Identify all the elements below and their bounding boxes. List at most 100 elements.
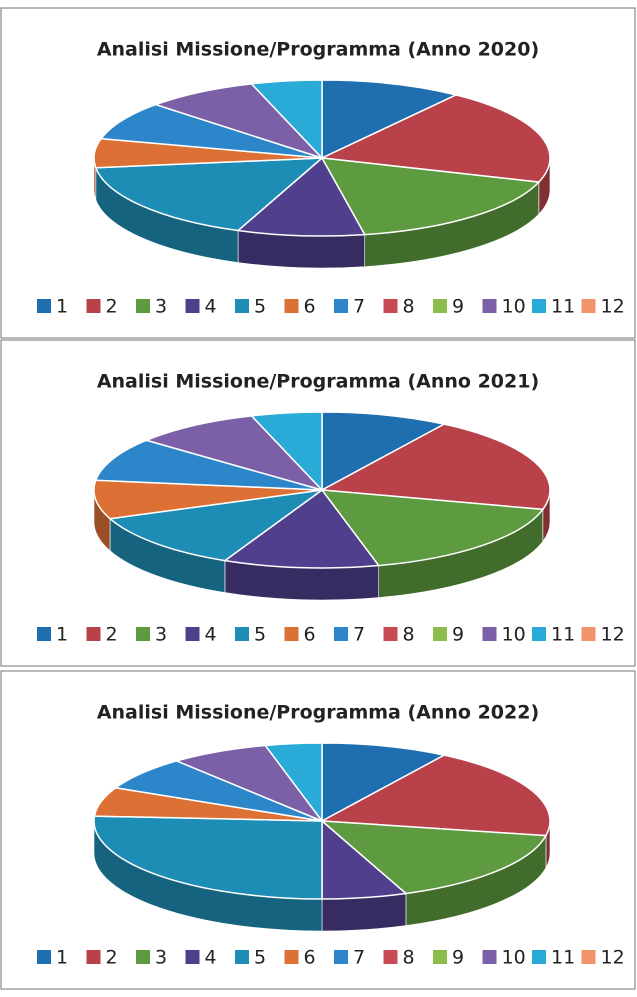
- panel-border: [0, 670, 636, 990]
- legend-swatch: [334, 299, 348, 313]
- slice: [94, 157, 325, 232]
- slice: [108, 489, 323, 562]
- legend-swatch: [532, 299, 546, 313]
- legend-swatch: [86, 299, 101, 313]
- slice: [319, 423, 551, 511]
- slice: [236, 156, 366, 237]
- legend-swatch: [235, 627, 249, 641]
- legend-swatch: [433, 627, 447, 641]
- legend-swatch: [581, 627, 596, 641]
- slice: [319, 820, 548, 895]
- legend-swatch: [37, 299, 51, 313]
- slice: [320, 489, 545, 567]
- slice: [94, 439, 323, 491]
- chart-panel: Analisi Missione/Programma (Anno 2022)1 2…: [0, 670, 636, 990]
- legend-label: 11: [551, 296, 575, 318]
- legend-swatch: [136, 299, 150, 313]
- legend-label: 2: [106, 296, 118, 318]
- panel-border: [0, 339, 636, 667]
- legend-swatch: [334, 950, 348, 964]
- legend-label: 5: [254, 624, 266, 646]
- legend-label: 11: [551, 624, 575, 646]
- legend-label: 9: [452, 624, 464, 646]
- chart-title: Analisi Missione/Programma (Anno 2022): [97, 702, 539, 724]
- legend-swatch: [581, 950, 596, 964]
- legend-swatch: [284, 299, 299, 313]
- legend-swatch: [136, 950, 150, 964]
- legend-label: 11: [551, 947, 575, 969]
- chart-panel: Analisi Missione/Programma (Anno 2021)1 2…: [0, 339, 636, 667]
- legend-label: 1: [56, 947, 68, 969]
- legend-label: 9: [452, 947, 464, 969]
- slice: [249, 79, 323, 160]
- chart-title: Analisi Missione/Programma (Anno 2020): [97, 39, 539, 61]
- legend-swatch: [235, 299, 249, 313]
- slice: [144, 415, 325, 492]
- chart-panel: Analisi Missione/Programma (Anno 2020)1 2…: [0, 7, 636, 339]
- slice: [93, 815, 323, 900]
- legend-swatch: [433, 950, 447, 964]
- legend-label: 8: [403, 947, 415, 969]
- legend-swatch: [532, 950, 546, 964]
- legend-label: 2: [106, 947, 118, 969]
- panel-border: [0, 7, 636, 339]
- legend-label: 5: [254, 296, 266, 318]
- legend-swatch: [482, 627, 497, 641]
- legend-label: 4: [205, 624, 217, 646]
- slice: [320, 157, 541, 236]
- legend-swatch: [532, 627, 546, 641]
- legend-label: 12: [601, 624, 625, 646]
- legend-label: 6: [304, 624, 316, 646]
- legend-label: 1: [56, 296, 68, 318]
- legend-swatch: [185, 950, 200, 964]
- legend-swatch: [433, 299, 447, 313]
- slice: [153, 83, 323, 159]
- legend-swatch: [383, 950, 398, 964]
- legend-label: 5: [254, 947, 266, 969]
- legend-swatch: [482, 299, 497, 313]
- legend-label: 7: [353, 296, 365, 318]
- slice: [99, 103, 323, 159]
- slice: [93, 479, 323, 520]
- legend-label: 10: [502, 947, 526, 969]
- legend-label: 6: [304, 947, 316, 969]
- slice: [263, 742, 323, 824]
- legend-swatch: [37, 627, 51, 641]
- legend-swatch: [581, 299, 596, 313]
- legend-swatch: [235, 950, 249, 964]
- slice: [321, 411, 447, 492]
- slice: [319, 754, 551, 837]
- legend-label: 10: [502, 296, 526, 318]
- slice: [249, 411, 323, 492]
- legend-swatch: [185, 627, 200, 641]
- legend-label: 3: [155, 296, 167, 318]
- legend-swatch: [86, 950, 101, 964]
- legend-label: 7: [353, 947, 365, 969]
- legend-label: 8: [403, 296, 415, 318]
- legend-label: 12: [601, 947, 625, 969]
- legend-swatch: [383, 627, 398, 641]
- slice: [321, 79, 459, 160]
- legend-label: 12: [601, 296, 625, 318]
- legend-swatch: [86, 627, 101, 641]
- chart-title: Analisi Missione/Programma (Anno 2021): [97, 371, 539, 393]
- legend-label: 10: [502, 624, 526, 646]
- legend-label: 3: [155, 947, 167, 969]
- legend-swatch: [284, 950, 299, 964]
- legend-label: 8: [403, 624, 415, 646]
- legend-swatch: [185, 299, 200, 313]
- legend-label: 6: [304, 296, 316, 318]
- legend-label: 3: [155, 624, 167, 646]
- legend-swatch: [37, 950, 51, 964]
- legend-swatch: [136, 627, 150, 641]
- slice: [223, 488, 381, 569]
- legend-swatch: [334, 627, 348, 641]
- legend-swatch: [383, 299, 398, 313]
- legend-label: 2: [106, 624, 118, 646]
- legend-label: 1: [56, 624, 68, 646]
- legend-swatch: [284, 627, 299, 641]
- slice: [319, 94, 551, 183]
- slice: [321, 742, 447, 823]
